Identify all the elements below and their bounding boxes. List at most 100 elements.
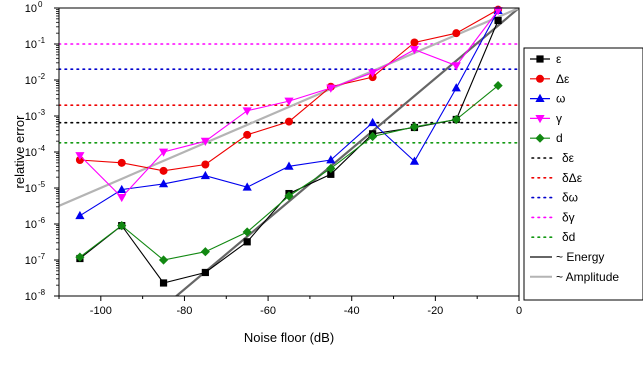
trend-lines — [59, 8, 519, 296]
data-point — [284, 161, 294, 170]
series-line-1 — [79, 9, 499, 172]
data-point — [75, 210, 85, 220]
data-point — [201, 268, 209, 277]
legend-label: ω — [556, 92, 565, 106]
series-line-2 — [79, 10, 499, 217]
data-point — [200, 137, 210, 146]
data-point — [326, 155, 336, 164]
y-tick-exponent: -6 — [38, 216, 46, 225]
y-tick-label: 10 — [25, 255, 37, 267]
data-point — [368, 69, 378, 78]
y-tick-label: 10 — [25, 39, 37, 51]
data-point — [409, 122, 420, 132]
legend-marker — [535, 115, 545, 124]
y-tick-label: 10 — [25, 75, 37, 87]
legend-label: δε — [562, 151, 575, 165]
series-line-0 — [79, 20, 499, 284]
series-2 — [75, 5, 503, 220]
y-tick-exponent: 0 — [38, 0, 43, 9]
data-point — [159, 166, 168, 175]
legend-label: δω — [562, 191, 578, 205]
data-point — [451, 62, 461, 71]
series-1 — [75, 5, 503, 175]
legend: ε Δε ωγd δε δΔε δω δγ δd ~ Energy ~ Amplitude — [523, 47, 643, 301]
data-point — [158, 255, 169, 265]
data-point — [243, 130, 252, 139]
data-point — [201, 160, 210, 169]
data-point — [117, 193, 127, 203]
data-point — [368, 131, 378, 142]
legend-label: ε — [556, 52, 562, 66]
series-0 — [76, 16, 502, 287]
data-point — [75, 152, 85, 161]
data-point — [493, 80, 503, 91]
data-point — [158, 179, 169, 188]
plot-frame — [58, 7, 520, 297]
data-point — [368, 117, 378, 127]
data-point — [159, 279, 168, 287]
data-point — [494, 16, 502, 25]
y-tick-label: 10 — [25, 111, 37, 123]
legend-marker — [536, 74, 544, 83]
y-tick-label: 10 — [25, 219, 37, 231]
y-tick-exponent: -7 — [38, 252, 46, 261]
y-tick-exponent: -1 — [38, 36, 46, 45]
legend-label: Δε — [556, 72, 570, 86]
y-tick-exponent: -2 — [38, 72, 46, 81]
trend-line-0 — [174, 8, 519, 296]
data-point — [451, 114, 461, 125]
y-tick-exponent: -4 — [38, 144, 46, 153]
y-tick-exponent: -8 — [38, 288, 46, 297]
data-point — [117, 221, 127, 231]
x-axis-title: Noise floor (dB) — [244, 330, 334, 345]
x-tick-label: -40 — [344, 305, 360, 317]
x-axis: -100 -80 -60 -40 -20 0 — [58, 296, 522, 317]
x-tick-label: -60 — [260, 305, 276, 317]
y-tick-exponent: -5 — [38, 180, 46, 189]
y-axis-title: relative error — [12, 115, 27, 189]
y-tick-label: 10 — [25, 291, 37, 303]
data-point — [242, 107, 252, 116]
data-point — [200, 247, 210, 257]
data-point — [409, 156, 420, 165]
trend-line-1 — [59, 8, 519, 207]
legend-label: ~ Energy — [556, 250, 604, 264]
x-tick-label: -20 — [427, 305, 443, 317]
y-tick-label: 10 — [25, 147, 37, 159]
data-point — [284, 191, 294, 201]
legend-label: δd — [562, 230, 575, 244]
series-line-4 — [79, 85, 499, 261]
legend-label: ~ Amplitude — [556, 270, 619, 284]
data-point — [327, 170, 335, 178]
legend-label: γ — [556, 111, 562, 125]
x-tick-label: -100 — [90, 305, 112, 317]
data-point — [451, 83, 461, 92]
data-point — [75, 252, 85, 262]
data-point — [243, 238, 251, 246]
legend-marker — [535, 133, 545, 143]
data-point — [285, 117, 293, 126]
data-series — [75, 5, 503, 287]
legend-label: d — [556, 131, 563, 145]
data-point — [117, 158, 126, 167]
data-point — [326, 84, 336, 93]
x-tick-label: 0 — [516, 305, 522, 317]
series-4 — [75, 80, 503, 265]
data-point — [452, 29, 461, 38]
data-point — [493, 7, 503, 16]
data-point — [242, 182, 252, 191]
y-tick-exponent: -3 — [38, 108, 46, 117]
data-point — [117, 184, 127, 194]
y-tick-label: 10 — [25, 183, 37, 195]
data-point — [326, 163, 336, 174]
legend-marker — [535, 93, 545, 102]
y-tick-label: 10 — [25, 3, 37, 15]
x-tick-label: -80 — [177, 305, 193, 317]
reference-lines — [59, 43, 519, 144]
legend-label: δγ — [562, 210, 575, 224]
data-point — [200, 170, 210, 180]
data-point — [410, 38, 419, 47]
data-point — [284, 97, 294, 106]
